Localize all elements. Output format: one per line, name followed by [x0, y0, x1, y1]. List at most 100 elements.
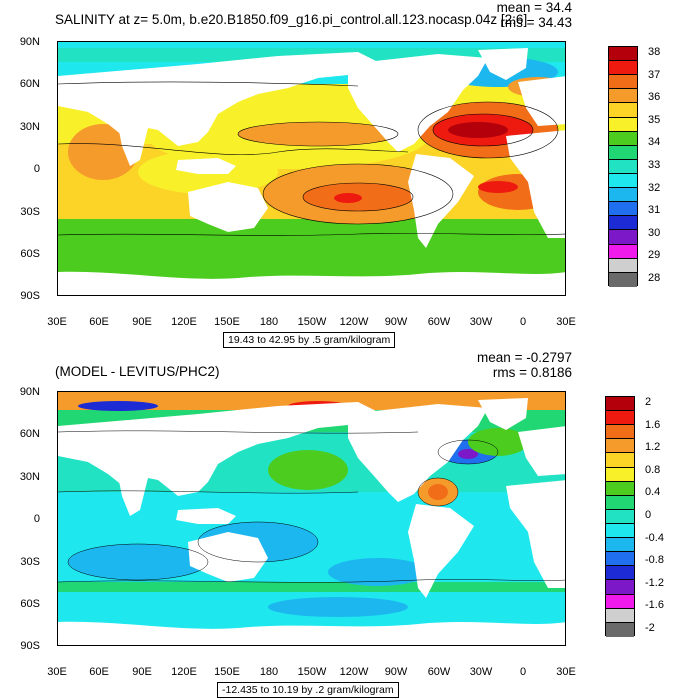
colorbar-swatch: [609, 244, 637, 259]
colorbar-swatch: [606, 481, 634, 496]
colorbar: [608, 46, 638, 287]
lon-label: 0: [519, 316, 527, 328]
lon-label: 60E: [89, 316, 109, 328]
lon-label: 60E: [89, 666, 109, 678]
colorbar-label: 32: [648, 181, 661, 194]
colorbar-swatch: [606, 453, 634, 468]
colorbar-label: -0.8: [645, 554, 664, 567]
lon-label: 90W: [384, 666, 408, 678]
colorbar-swatch: [606, 523, 634, 539]
colorbar-swatch: [606, 467, 634, 482]
colorbar-swatch: [606, 495, 634, 510]
range-note: 19.43 to 42.95 by .5 gram/kilogram: [223, 332, 396, 348]
colorbar-swatch: [606, 552, 634, 567]
lat-label-30s: 30S: [20, 206, 40, 218]
colorbar-swatch: [609, 47, 637, 62]
colorbar-label: -0.4: [645, 531, 664, 544]
salinity-panel: SALINITY at z= 5.0m, b.e20.B1850.f09_g16…: [19, 0, 661, 348]
lon-label: 180: [259, 666, 279, 678]
lon-label: 150W: [297, 666, 327, 678]
mean-stat: mean = 34.4: [496, 0, 572, 15]
colorbar-label: 0: [645, 509, 652, 521]
lon-label: 30E: [556, 666, 576, 678]
lon-label: 30E: [47, 666, 67, 678]
colorbar-swatch: [609, 188, 637, 203]
colorbar-label: 37: [648, 68, 661, 81]
rms-stat: rms = 34.43: [500, 15, 572, 30]
colorbar-swatch: [606, 397, 634, 412]
colorbar-label: -1.2: [645, 576, 664, 589]
lon-label: 30W: [469, 316, 493, 328]
lon-label: 120W: [339, 316, 369, 328]
lat-label-30s: 30S: [20, 556, 40, 568]
colorbar-swatch: [606, 425, 634, 440]
colorbar-label: 1.2: [645, 441, 661, 454]
colorbar-label: 1.6: [645, 418, 661, 431]
lat-label-60s: 60S: [20, 248, 40, 260]
lon-label: 120E: [171, 666, 197, 678]
lat-label-0: 0: [33, 163, 40, 175]
colorbar-swatch: [606, 622, 634, 637]
lon-label: 120W: [339, 666, 369, 678]
lon-label: 30E: [556, 316, 576, 328]
lat-label-90s: 90S: [20, 290, 40, 302]
lon-label: 60W: [427, 666, 451, 678]
colorbar-label: 38: [648, 46, 661, 59]
mean-stat: mean = -0.2797: [477, 350, 572, 365]
colorbar-label: -1.6: [645, 599, 664, 612]
lon-label: 150E: [214, 666, 240, 678]
colorbar-label: -2: [645, 621, 655, 634]
colorbar-label: 30: [648, 226, 661, 239]
lat-label-30n: 30N: [19, 121, 40, 133]
colorbar-swatch: [609, 131, 637, 146]
lon-label: 30W: [469, 666, 493, 678]
salinity-map: [57, 41, 566, 296]
lon-label: 90E: [132, 316, 152, 328]
rms-stat: rms = 0.8186: [492, 365, 572, 380]
colorbar-swatch: [609, 230, 637, 245]
colorbar-swatch: [606, 509, 634, 524]
colorbar-label: 34: [648, 136, 661, 149]
colorbar-swatch: [609, 272, 637, 287]
lon-label: 90E: [132, 666, 152, 678]
colorbar-swatch: [609, 89, 637, 104]
lon-label: 0: [519, 666, 527, 678]
colorbar-swatch: [606, 538, 634, 553]
range-note: -12.435 to 10.19 by .2 gram/kilogram: [217, 682, 399, 698]
colorbar-swatch: [609, 202, 637, 217]
colorbar-label: 31: [648, 204, 661, 217]
difference-panel: (MODEL - LEVITUS/PHC2) mean = -0.2797 rm…: [0, 350, 700, 700]
lat-label-60n: 60N: [19, 428, 40, 440]
panel-title: (MODEL - LEVITUS/PHC2): [55, 364, 220, 379]
lon-label: 150E: [214, 316, 240, 328]
lon-label: 180: [259, 316, 279, 328]
colorbar-label: 0.8: [645, 463, 661, 476]
colorbar-swatch: [606, 608, 634, 623]
colorbar-label: 33: [648, 159, 661, 171]
colorbar-swatch: [609, 159, 637, 174]
colorbar-swatch: [606, 594, 634, 609]
lon-label: 30E: [47, 316, 67, 328]
colorbar-label: 35: [648, 113, 661, 126]
lon-label: 60W: [427, 316, 451, 328]
colorbar-swatch: [609, 103, 637, 118]
lat-label-30n: 30N: [19, 471, 40, 483]
colorbar-swatch: [606, 411, 634, 426]
colorbar-swatch: [609, 75, 637, 90]
colorbar-label: 29: [648, 249, 661, 262]
lat-label-0: 0: [33, 513, 40, 525]
lat-label-90n: 90N: [19, 36, 40, 48]
lat-label-90n: 90N: [19, 386, 40, 398]
colorbar-swatch: [609, 258, 637, 273]
colorbar-swatch: [609, 117, 637, 132]
lat-label-60n: 60N: [19, 78, 40, 90]
lon-label: 150W: [297, 316, 327, 328]
lat-label-90s: 90S: [20, 640, 40, 652]
colorbar-swatch: [606, 566, 634, 581]
colorbar-swatch: [609, 145, 637, 160]
lon-label: 90W: [384, 316, 408, 328]
colorbar-label: 36: [648, 91, 661, 104]
colorbar-label: 0.4: [645, 486, 661, 499]
colorbar-swatch: [609, 216, 637, 231]
colorbar-swatch: [609, 61, 637, 76]
